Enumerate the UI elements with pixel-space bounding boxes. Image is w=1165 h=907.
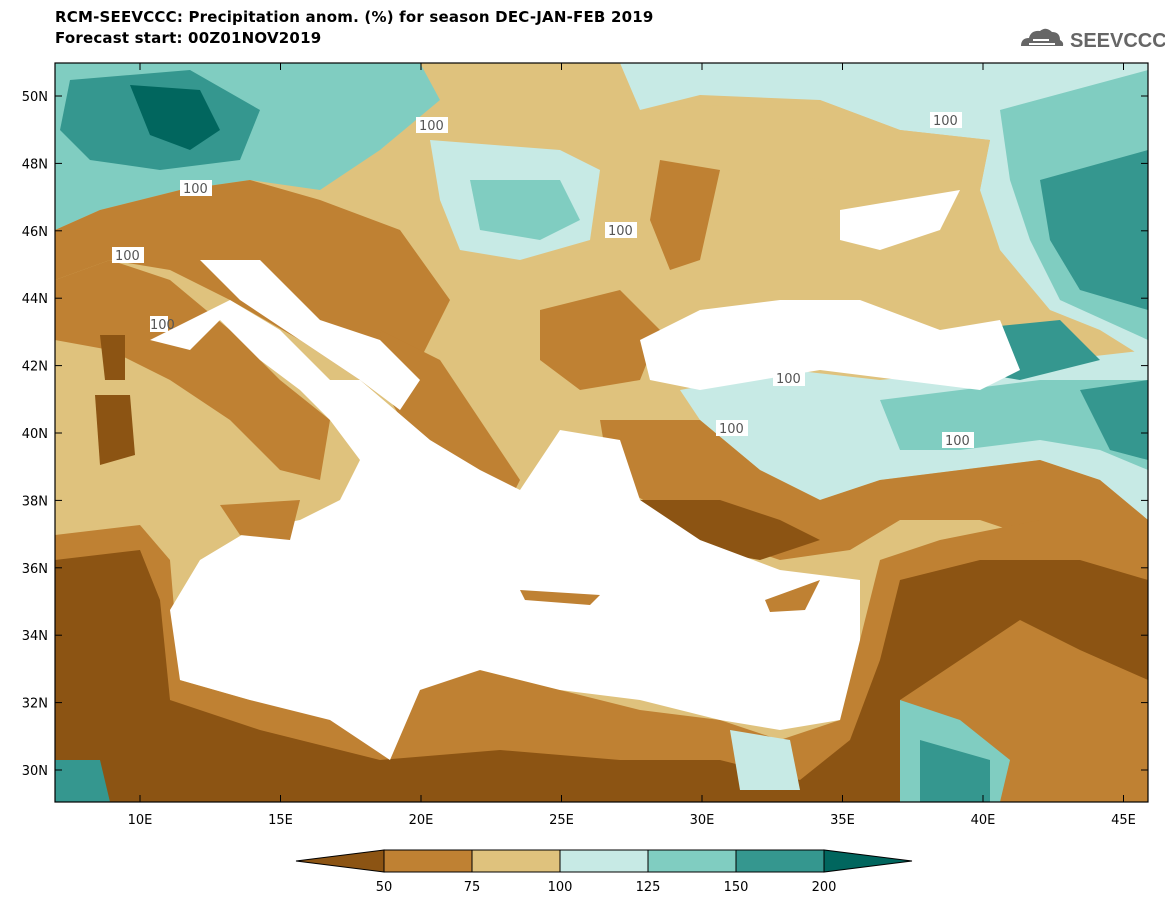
svg-text:100: 100 <box>419 119 444 134</box>
field-150-200-caucasus <box>1080 380 1148 460</box>
colorbar-tick-label: 50 <box>376 880 393 895</box>
forecast-start-label: Forecast start: 00Z01NOV2019 <box>55 29 322 47</box>
contour-label: 100 <box>416 117 448 134</box>
contour-label: 100 <box>112 247 144 264</box>
field-150-200-algeria <box>55 760 110 802</box>
svg-text:100: 100 <box>776 372 801 387</box>
colorbar-tick-label: 150 <box>724 880 749 895</box>
colorbar-segment <box>647 849 737 873</box>
colorbar-segment <box>471 849 561 873</box>
latitude-axis: 50N 48N 46N 44N 42N 40N 38N 36N 34N 32N 30N <box>22 90 1148 779</box>
svg-text:100: 100 <box>115 249 140 264</box>
lon-tick-label: 15E <box>268 813 293 828</box>
field-50-75-moldova <box>650 160 720 270</box>
colorbar-tick-label: 125 <box>636 880 661 895</box>
mediterranean-sea <box>150 300 860 760</box>
field-200-plus-central-europe <box>130 85 220 150</box>
contour-label: 100 <box>773 370 805 387</box>
lat-tick-label: 46N <box>22 225 48 240</box>
colorbar-segment <box>383 849 473 873</box>
svg-text:100: 100 <box>608 224 633 239</box>
colorbar-tick-label: 100 <box>548 880 573 895</box>
contour-label: 100 <box>180 180 212 197</box>
lon-tick-label: 30E <box>690 813 715 828</box>
field-150-200-arabia <box>920 740 990 802</box>
colorbar-min-extension <box>295 849 385 873</box>
black-sea <box>640 300 1020 390</box>
svg-text:100: 100 <box>719 422 744 437</box>
lat-tick-label: 44N <box>22 292 48 307</box>
lat-tick-label: 50N <box>22 90 48 105</box>
sicily <box>220 500 300 540</box>
lon-tick-label: 10E <box>128 813 153 828</box>
corsica <box>100 335 125 380</box>
lat-tick-label: 40N <box>22 427 48 442</box>
svg-text:100: 100 <box>933 114 958 129</box>
svg-text:100: 100 <box>150 318 175 333</box>
lon-tick-label: 20E <box>409 813 434 828</box>
cloud-icon <box>1021 28 1064 46</box>
seevccc-logo: SEEVCCC <box>1015 20 1165 60</box>
lat-tick-label: 42N <box>22 360 48 375</box>
colorbar-tick-label: 75 <box>464 880 481 895</box>
colorbar-segment <box>735 849 825 873</box>
lat-tick-label: 48N <box>22 157 48 172</box>
contour-label: 100 <box>716 420 748 437</box>
colorbar-tick-label: 200 <box>812 880 837 895</box>
longitude-axis: 10E 15E 20E 25E 30E 35E 40E 45E <box>128 63 1136 828</box>
logo-text: SEEVCCC <box>1070 30 1165 52</box>
field-50-75-italy <box>55 260 330 480</box>
contour-label: 100 <box>930 112 962 129</box>
cyprus <box>765 580 820 612</box>
adriatic-sea <box>200 260 420 410</box>
contour-labels: 100 100 100 100 100 100 100 100 100 <box>112 112 974 449</box>
colorbar-max-extension <box>823 849 913 873</box>
field-150-200-northeast <box>1040 150 1148 310</box>
map-title: RCM-SEEVCCC: Precipitation anom. (%) for… <box>55 8 654 26</box>
svg-text:100: 100 <box>183 182 208 197</box>
lat-tick-label: 30N <box>22 764 48 779</box>
contour-label: 100 <box>942 432 974 449</box>
lat-tick-label: 36N <box>22 562 48 577</box>
field-75-100-ukraine <box>640 100 990 200</box>
lon-tick-label: 25E <box>549 813 574 828</box>
colorbar: 50 75 100 125 150 200 <box>295 849 913 895</box>
colorbar-segment <box>559 849 649 873</box>
field-125-150-carpathians <box>470 180 580 240</box>
contour-label: 100 <box>605 222 637 239</box>
sea-of-azov <box>840 190 960 250</box>
field-50-75-bulgaria <box>540 290 660 390</box>
lat-tick-label: 38N <box>22 494 48 509</box>
lat-tick-label: 34N <box>22 629 48 644</box>
lon-tick-label: 40E <box>971 813 996 828</box>
lat-tick-label: 32N <box>22 697 48 712</box>
field-below-50-africa-mideast <box>55 550 1148 802</box>
lon-tick-label: 35E <box>830 813 855 828</box>
svg-text:100: 100 <box>945 434 970 449</box>
crete <box>520 590 600 605</box>
field-100-125-sinai <box>730 730 800 790</box>
map-fields <box>55 63 1148 802</box>
field-below-50-anatolia <box>640 500 820 560</box>
lon-tick-label: 45E <box>1111 813 1136 828</box>
sardinia <box>95 395 135 465</box>
contour-label: 100 <box>150 316 175 333</box>
